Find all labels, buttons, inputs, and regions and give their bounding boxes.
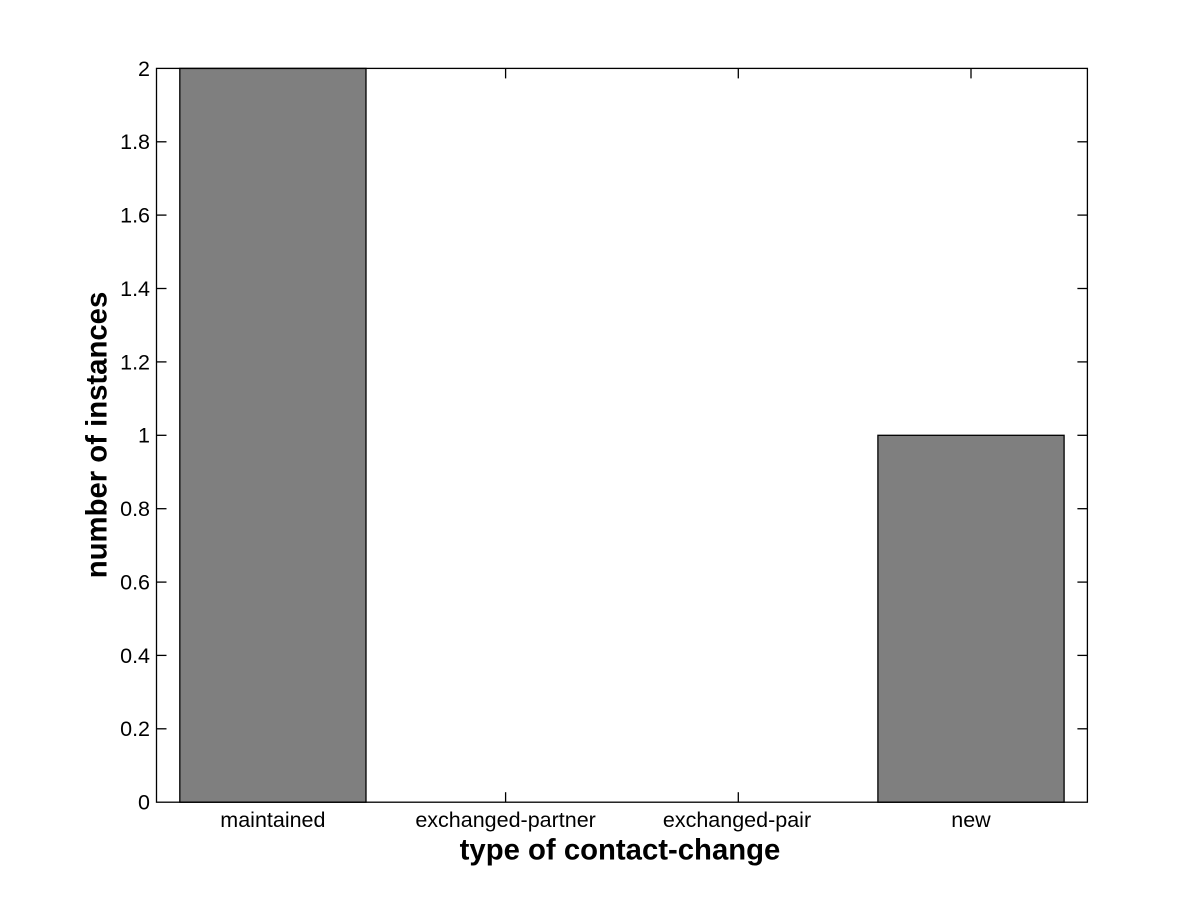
svg-text:type of contact-change: type of contact-change (460, 834, 781, 867)
svg-text:number of instances: number of instances (81, 292, 114, 579)
svg-text:1.2: 1.2 (120, 350, 150, 374)
svg-text:0.2: 0.2 (120, 717, 150, 741)
svg-text:0: 0 (138, 791, 150, 815)
svg-text:1.4: 1.4 (120, 277, 150, 301)
svg-text:new: new (951, 808, 991, 832)
svg-text:0.8: 0.8 (120, 497, 150, 521)
svg-text:1: 1 (138, 424, 150, 448)
svg-text:2: 2 (138, 57, 150, 81)
svg-text:0.6: 0.6 (120, 571, 150, 595)
svg-text:maintained: maintained (220, 808, 325, 832)
svg-text:1.8: 1.8 (120, 130, 150, 154)
svg-text:0.4: 0.4 (120, 644, 150, 668)
svg-text:exchanged-partner: exchanged-partner (415, 808, 595, 832)
svg-text:1.6: 1.6 (120, 204, 150, 228)
svg-text:exchanged-pair: exchanged-pair (663, 808, 811, 832)
